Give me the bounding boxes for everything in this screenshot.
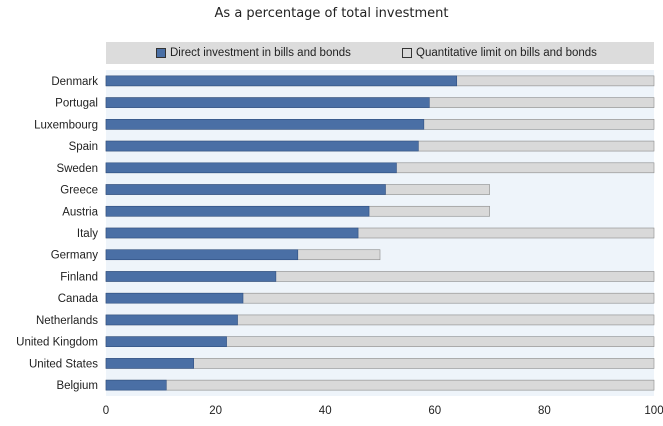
bar-direct-canada: [105, 292, 244, 304]
category-label-germany: Germany: [51, 250, 99, 262]
bar-direct-austria: [105, 205, 370, 217]
bar-direct-portugal: [105, 97, 430, 108]
bar-direct-sweden: [105, 162, 397, 174]
category-label-sweden: Sweden: [56, 163, 98, 175]
legend-label-direct-investment: Direct investment in bills and bonds: [170, 47, 351, 59]
category-label-canada: Canada: [58, 293, 99, 305]
category-label-portugal: Portugal: [55, 98, 98, 110]
category-label-italy: Italy: [77, 228, 98, 240]
bar-direct-united-states: [105, 358, 194, 369]
legend-swatch-quantitative-limit: [402, 48, 412, 58]
bar-direct-germany: [105, 249, 299, 261]
category-label-united-states: United States: [29, 358, 98, 370]
bar-direct-spain: [105, 140, 419, 152]
legend-label-quantitative-limit: Quantitative limit on bills and bonds: [416, 47, 597, 59]
legend-swatch-direct-investment: [156, 48, 166, 58]
x-tick-label-60: 60: [428, 405, 441, 417]
category-label-united-kingdom: United Kingdom: [16, 337, 98, 349]
x-tick-label-80: 80: [538, 405, 551, 417]
bar-direct-luxembourg: [105, 119, 425, 130]
bar-direct-netherlands: [105, 314, 238, 326]
category-label-belgium: Belgium: [56, 380, 98, 392]
legend-item-quantitative-limit: Quantitative limit on bills and bonds: [402, 47, 597, 59]
bar-limit-belgium: [105, 379, 655, 391]
bar-direct-denmark: [105, 75, 458, 87]
x-tick-label-100: 100: [644, 405, 663, 417]
bar-direct-finland: [105, 271, 277, 282]
x-tick-label-0: 0: [103, 405, 109, 417]
bar-direct-greece: [105, 184, 386, 195]
category-label-spain: Spain: [69, 141, 98, 153]
category-label-greece: Greece: [60, 185, 98, 197]
bar-direct-belgium: [105, 379, 167, 391]
x-tick-label-40: 40: [319, 405, 332, 417]
category-label-netherlands: Netherlands: [36, 315, 98, 327]
category-label-finland: Finland: [60, 271, 98, 283]
category-label-austria: Austria: [62, 206, 98, 218]
category-label-denmark: Denmark: [51, 76, 98, 88]
x-tick-label-20: 20: [209, 405, 222, 417]
category-label-luxembourg: Luxembourg: [34, 119, 98, 131]
bar-direct-italy: [105, 227, 359, 239]
legend-item-direct-investment: Direct investment in bills and bonds: [156, 47, 351, 59]
chart-subtitle: As a percentage of total investment: [214, 6, 449, 21]
bar-direct-united-kingdom: [105, 336, 227, 347]
chart-legend: Direct investment in bills and bonds Qua…: [106, 42, 654, 64]
